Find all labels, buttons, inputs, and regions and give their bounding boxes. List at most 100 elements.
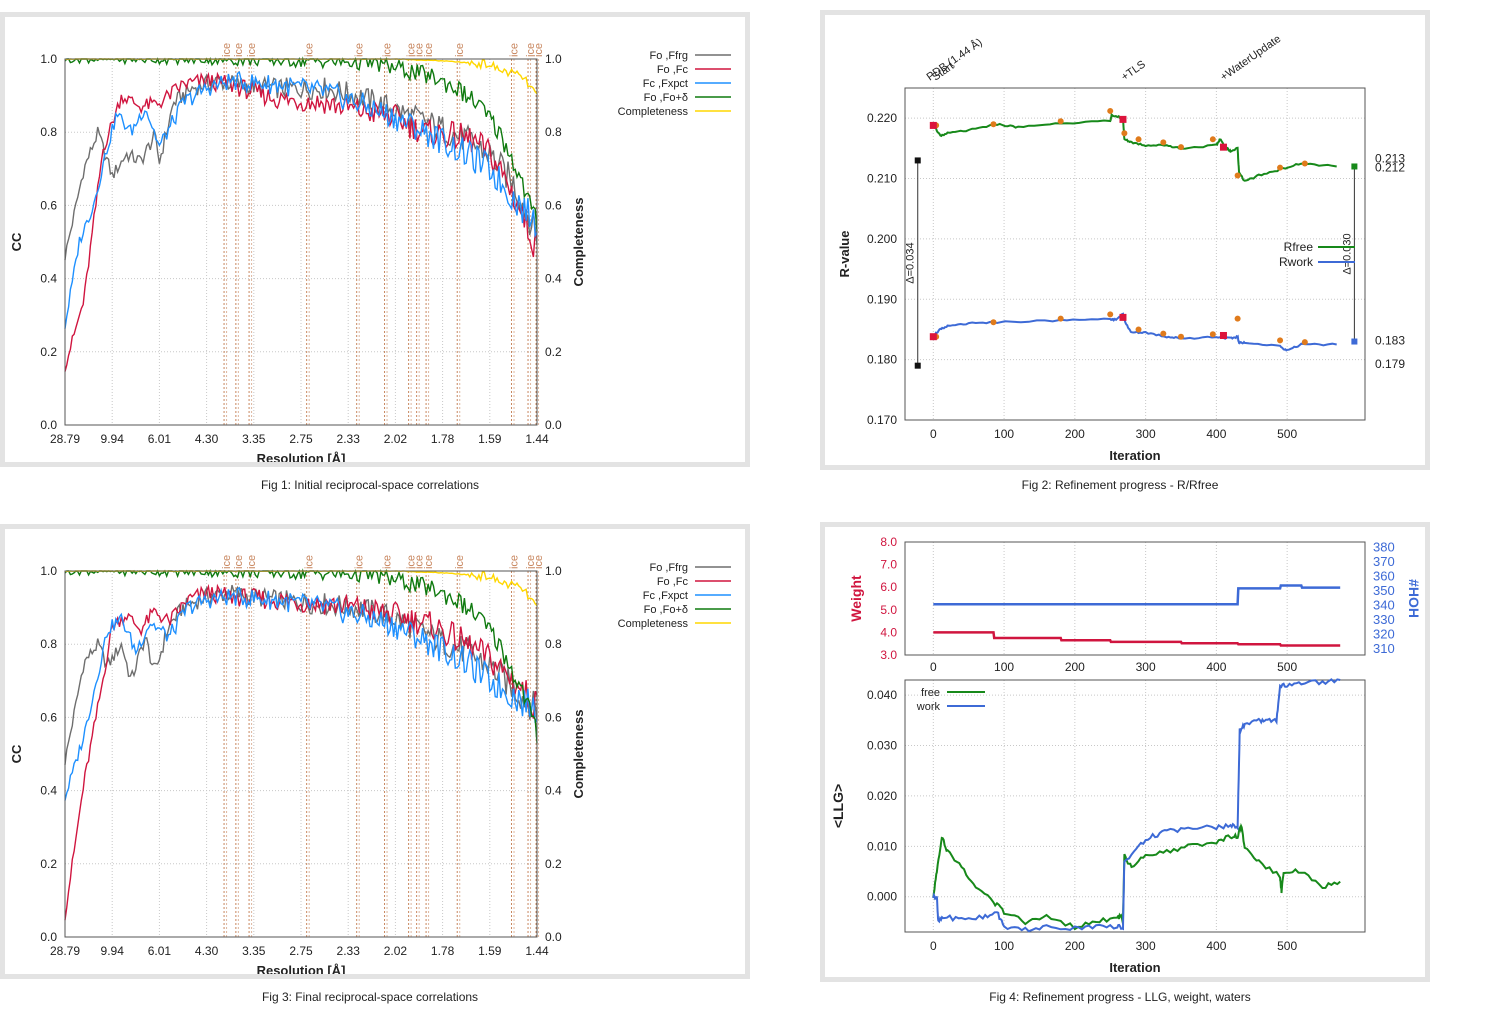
legend-label: Fc ,Fxpct xyxy=(643,78,688,90)
x-tick-label: 500 xyxy=(1277,427,1297,441)
ice-ring-label: ice xyxy=(454,555,466,569)
x-tick-label: 9.94 xyxy=(101,944,125,958)
iteration-marker xyxy=(1107,107,1114,114)
iteration-marker xyxy=(1301,160,1308,167)
fig4-caption: Fig 4: Refinement progress - LLG, weight… xyxy=(989,990,1251,1004)
fig3-panel: 28.79 9.94 6.01 4.30 3.35 2.75 2.33 2.02 1.78 1.5… xyxy=(0,524,750,979)
legend-label: Rfree xyxy=(1284,240,1314,254)
x-tick-label: 6.01 xyxy=(148,944,172,958)
x-tick-label: 1.59 xyxy=(478,432,502,446)
iteration-marker xyxy=(1135,136,1142,143)
ice-ring-label: ice xyxy=(423,555,435,569)
ice-ring-label: ice xyxy=(304,43,316,57)
series-line-weight xyxy=(933,631,1341,647)
end-value-label: 0.212 xyxy=(1375,161,1405,175)
y2-tick-label: 0.8 xyxy=(545,125,562,139)
iteration-marker xyxy=(1277,337,1284,344)
fig2-chart: 0 100 200 300 400 500 0.170 0.180 0.190 0.200 0.21… xyxy=(837,33,1405,463)
x-tick-label: 2.75 xyxy=(289,432,313,446)
y2-tick-label: 0.6 xyxy=(545,710,562,724)
y2-axis-label: Completeness xyxy=(571,198,586,287)
x-axis-label: Iteration xyxy=(1109,960,1160,975)
series-line-rwork xyxy=(932,312,1337,352)
ice-ring-label: ice xyxy=(246,43,258,57)
y-tick-label: 0.0 xyxy=(40,930,57,944)
y-tick-label: 0.220 xyxy=(867,111,897,125)
end-value-marker xyxy=(1351,163,1358,170)
iteration-marker xyxy=(1301,339,1308,346)
iteration-marker xyxy=(1234,315,1241,322)
y-tick-label: 0.8 xyxy=(40,637,57,651)
y2-tick-label: 0.0 xyxy=(545,418,562,432)
weight-tick-label: 8.0 xyxy=(880,535,897,549)
hoh-tick-label: 330 xyxy=(1373,612,1395,627)
x-tick-label: 1.59 xyxy=(478,944,502,958)
y2-tick-label: 0.4 xyxy=(545,784,562,798)
hoh-tick-label: 320 xyxy=(1373,626,1395,641)
x-tick-label: 200 xyxy=(1065,660,1085,674)
series-line-fofc xyxy=(64,71,538,372)
weight-tick-label: 3.0 xyxy=(880,648,897,662)
ice-ring-label: ice xyxy=(454,43,466,57)
iteration-marker xyxy=(1178,333,1184,340)
y2-tick-label: 0.2 xyxy=(545,345,562,359)
fig4-panel: 0 100 200 300 400 500 3.0 4.0 5.0 6.0 7.0 8.0 310 320… xyxy=(820,522,1430,982)
series-line-fofc xyxy=(64,583,538,921)
fig1-chart: 28.79 9.94 6.01 4.30 3.35 2.75 2.33 2.02 1.78 1.5… xyxy=(9,43,731,462)
bottom-plot-frame xyxy=(904,679,1366,933)
x-tick-label: 300 xyxy=(1136,939,1156,953)
ice-ring-label: ice xyxy=(525,43,537,57)
plot-frame xyxy=(904,87,1366,421)
y-tick-label: 0.010 xyxy=(867,839,897,853)
y-tick-label: 1.0 xyxy=(40,52,57,66)
legend-label: Completeness xyxy=(618,106,689,118)
delta-label: Δ=0.030 xyxy=(1341,233,1353,274)
ice-ring-label: ice xyxy=(246,555,258,569)
y-tick-label: 0.0 xyxy=(40,418,57,432)
stage-marker xyxy=(1219,331,1227,339)
x-tick-label: 400 xyxy=(1206,939,1226,953)
y-tick-label: 0.2 xyxy=(40,857,57,871)
ice-ring-label: ice xyxy=(304,555,316,569)
ice-ring-label: ice xyxy=(406,555,418,569)
ice-ring-label: ice xyxy=(509,555,521,569)
plot-frame xyxy=(64,570,538,938)
ice-ring-label: ice xyxy=(233,43,245,57)
y2-tick-label: 0.4 xyxy=(545,272,562,286)
x-tick-label: 4.30 xyxy=(195,432,219,446)
x-tick-label: 2.02 xyxy=(384,944,408,958)
stage-marker xyxy=(1119,313,1127,321)
y-tick-label: 0.8 xyxy=(40,125,57,139)
x-tick-label: 3.35 xyxy=(242,944,266,958)
iteration-marker xyxy=(1277,164,1284,171)
ice-ring-label: ice xyxy=(414,555,426,569)
plot-frame xyxy=(64,58,538,426)
weight-tick-label: 7.0 xyxy=(880,558,897,572)
legend-label: Fc ,Fxpct xyxy=(643,590,688,602)
legend-label: Fo ,Fc xyxy=(657,576,689,588)
x-tick-label: 2.33 xyxy=(337,944,361,958)
end-value-label: 0.183 xyxy=(1375,333,1405,347)
x-tick-label: 400 xyxy=(1206,427,1226,441)
ice-ring-label: ice xyxy=(221,555,233,569)
y-tick-label: 1.0 xyxy=(40,564,57,578)
y-tick-label: 0.210 xyxy=(867,172,897,186)
ice-ring-label: ice xyxy=(533,555,545,569)
ice-ring-label: ice xyxy=(525,555,537,569)
x-tick-label: 28.79 xyxy=(50,432,80,446)
stage-marker xyxy=(929,333,937,341)
ice-ring-label: ice xyxy=(423,43,435,57)
ice-ring-label: ice xyxy=(233,555,245,569)
ice-ring-label: ice xyxy=(414,43,426,57)
y2-tick-label: 0.8 xyxy=(545,637,562,651)
x-tick-label: 2.02 xyxy=(384,432,408,446)
y-axis-label: CC xyxy=(9,744,24,763)
y-tick-label: 0.6 xyxy=(40,710,57,724)
x-tick-label: 28.79 xyxy=(50,944,80,958)
y-tick-label: 0.200 xyxy=(867,232,897,246)
ice-ring-label: ice xyxy=(354,555,366,569)
end-value-marker xyxy=(914,157,921,164)
x-tick-label: 0 xyxy=(930,660,937,674)
x-tick-label: 9.94 xyxy=(101,432,125,446)
legend-label: Fo ,Ffrg xyxy=(649,562,688,574)
